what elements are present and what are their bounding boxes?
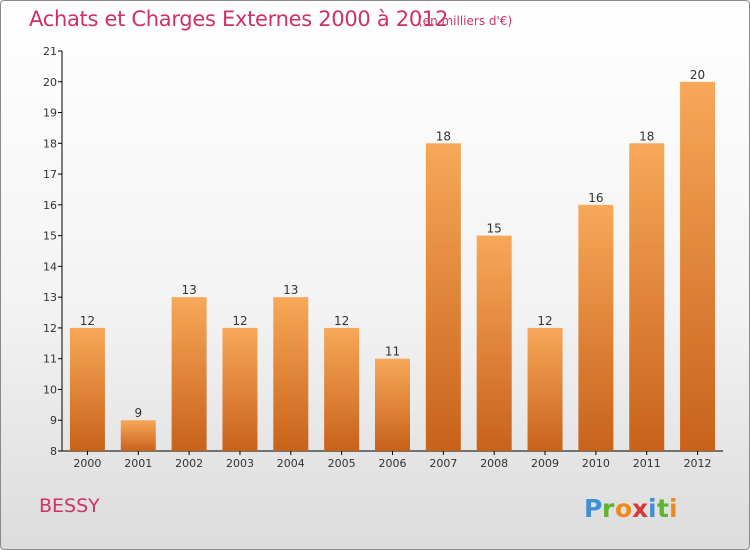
bar-2003: [222, 327, 258, 451]
bars: [69, 81, 716, 452]
bar-2001: [120, 420, 156, 451]
value-label-2007: 18: [436, 129, 451, 143]
bar-2009: [527, 327, 563, 451]
value-labels: 12 9 13 12 13 12 11 18 15 12 16 18 20: [80, 68, 705, 420]
y-tick-label: 21: [43, 45, 57, 58]
value-label-2003: 12: [232, 314, 247, 328]
chart-unit: (en milliers d'€): [418, 14, 513, 28]
y-tick-label: 18: [43, 137, 57, 150]
x-tick-label-2012: 2012: [684, 457, 712, 470]
svg-text:r: r: [602, 494, 615, 523]
value-label-2006: 11: [385, 345, 400, 359]
x-tick-label-2000: 2000: [73, 457, 101, 470]
y-tick-label: 11: [43, 353, 57, 366]
commune-name: BESSY: [39, 495, 100, 517]
x-tick-label-2004: 2004: [277, 457, 305, 470]
x-tick-label-2009: 2009: [531, 457, 559, 470]
y-tick-label: 8: [50, 445, 57, 458]
x-tick-label-2001: 2001: [124, 457, 152, 470]
chart-title: Achats et Charges Externes 2000 à 2012: [29, 7, 449, 31]
bar-2000: [69, 327, 105, 451]
x-tick-label-2010: 2010: [582, 457, 610, 470]
value-label-2005: 12: [334, 314, 349, 328]
value-label-2008: 15: [487, 222, 502, 236]
y-tick-label: 10: [43, 383, 57, 396]
bar-2006: [375, 358, 410, 451]
bar-2004: [273, 297, 309, 451]
svg-text:i: i: [648, 494, 657, 523]
svg-text:t: t: [657, 494, 669, 523]
value-label-2010: 16: [588, 191, 603, 205]
bar-2008: [476, 235, 512, 451]
y-tick-label: 19: [43, 107, 57, 120]
y-tick-label: 12: [43, 322, 57, 335]
value-label-2009: 12: [537, 314, 552, 328]
value-label-2000: 12: [80, 314, 95, 328]
y-tick-label: 13: [43, 291, 57, 304]
svg-text:P: P: [584, 494, 602, 523]
x-tick-label-2008: 2008: [480, 457, 508, 470]
x-tick-label-2003: 2003: [226, 457, 254, 470]
y-tick-label: 20: [43, 76, 57, 89]
bar-2011: [629, 143, 665, 452]
bar-2007: [425, 143, 461, 452]
value-label-2002: 13: [181, 283, 196, 297]
y-tick-label: 17: [43, 168, 57, 181]
svg-text:i: i: [669, 494, 678, 523]
value-label-2004: 13: [283, 283, 298, 297]
bar-2010: [578, 204, 614, 451]
bar-2005: [324, 327, 360, 451]
bar-2002: [171, 297, 207, 451]
x-tick-label-2005: 2005: [328, 457, 356, 470]
svg-text:o: o: [615, 494, 632, 523]
value-label-2001: 9: [134, 406, 142, 420]
value-label-2011: 18: [639, 129, 654, 143]
x-tick-label-2007: 2007: [429, 457, 457, 470]
y-tick-label: 14: [43, 260, 57, 273]
y-tick-label: 16: [43, 199, 57, 212]
x-tick-label-2006: 2006: [379, 457, 407, 470]
svg-text:x: x: [632, 494, 648, 523]
axes: 8 9 10 11 12 13 14 15 16 17 18 19 20 21 2000 2001 2002 20…: [43, 45, 723, 470]
y-tick-label: 9: [50, 414, 57, 427]
y-tick-label: 15: [43, 230, 57, 243]
x-tick-label-2002: 2002: [175, 457, 203, 470]
value-label-2012: 20: [690, 68, 705, 82]
bar-2012: [680, 81, 716, 452]
x-tick-label-2011: 2011: [633, 457, 661, 470]
